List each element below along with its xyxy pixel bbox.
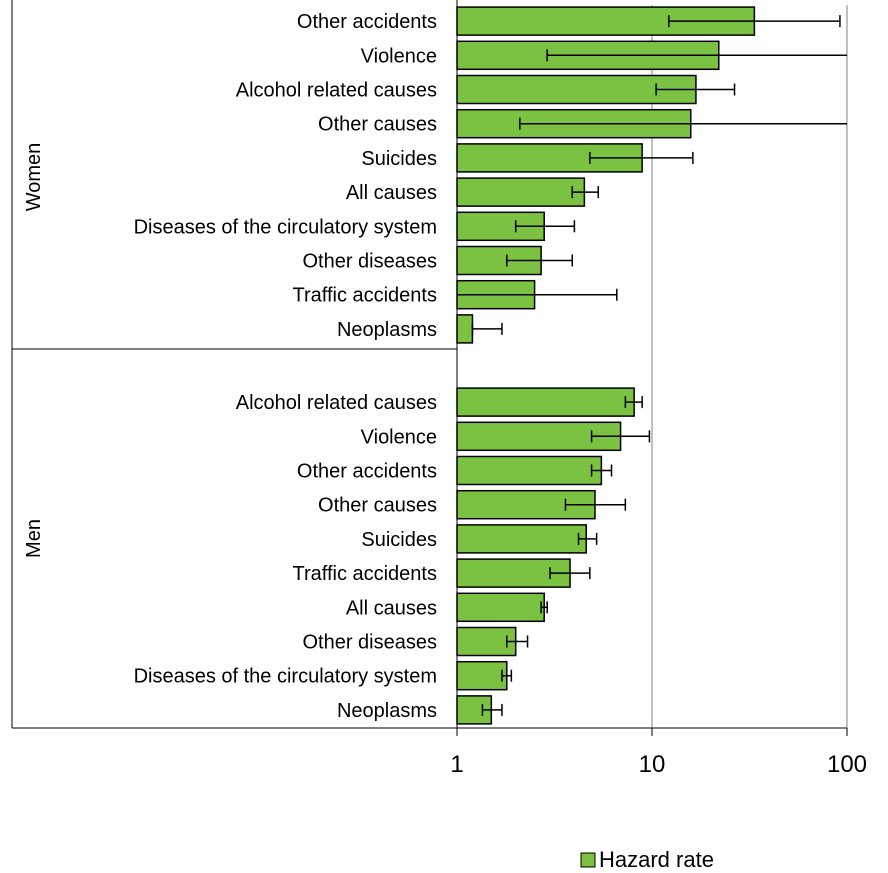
x-tick-labels: 1 10 100 bbox=[450, 751, 867, 778]
category-label: Traffic accidents bbox=[292, 563, 437, 585]
category-label: Violence bbox=[361, 426, 437, 448]
category-label: All causes bbox=[346, 597, 437, 619]
legend-swatch bbox=[580, 852, 596, 868]
category-label: Neoplasms bbox=[337, 700, 437, 722]
bar bbox=[456, 626, 517, 657]
category-label: Diseases of the circulatory system bbox=[134, 216, 437, 238]
category-label: Suicides bbox=[361, 529, 437, 551]
category-label: Alcohol related causes bbox=[236, 80, 437, 102]
category-label: Suicides bbox=[361, 148, 437, 170]
x-tick-label: 10 bbox=[639, 751, 666, 778]
bars bbox=[456, 6, 756, 725]
group-label: Men bbox=[23, 519, 45, 558]
axes bbox=[11, 0, 848, 736]
category-label: Other causes bbox=[318, 114, 437, 136]
bar bbox=[456, 177, 586, 207]
bar bbox=[456, 524, 587, 554]
legend: Hazard rate bbox=[580, 847, 714, 872]
category-label: Other diseases bbox=[302, 632, 437, 654]
category-label: Other accidents bbox=[297, 11, 437, 33]
category-label: Traffic accidents bbox=[292, 285, 437, 307]
group-labels: Women Men bbox=[23, 143, 45, 558]
category-label: Other diseases bbox=[302, 251, 437, 273]
category-labels: Other accidents Violence Alcohol related c… bbox=[134, 11, 437, 722]
group-label: Women bbox=[23, 143, 45, 212]
bar bbox=[456, 455, 603, 486]
category-label: All causes bbox=[346, 182, 437, 204]
category-label: Other causes bbox=[318, 495, 437, 517]
category-label: Other accidents bbox=[297, 461, 437, 483]
x-tick-label: 100 bbox=[827, 751, 867, 778]
category-label: Alcohol related causes bbox=[236, 392, 437, 414]
bar bbox=[456, 314, 474, 344]
error-bars bbox=[457, 15, 847, 716]
category-label: Neoplasms bbox=[337, 319, 437, 341]
category-label: Diseases of the circulatory system bbox=[134, 666, 437, 688]
bar bbox=[456, 387, 635, 417]
x-tick-label: 1 bbox=[450, 751, 463, 778]
bar bbox=[456, 660, 508, 691]
category-label: Violence bbox=[361, 45, 437, 67]
bar bbox=[456, 592, 545, 623]
legend-label: Hazard rate bbox=[599, 847, 714, 872]
